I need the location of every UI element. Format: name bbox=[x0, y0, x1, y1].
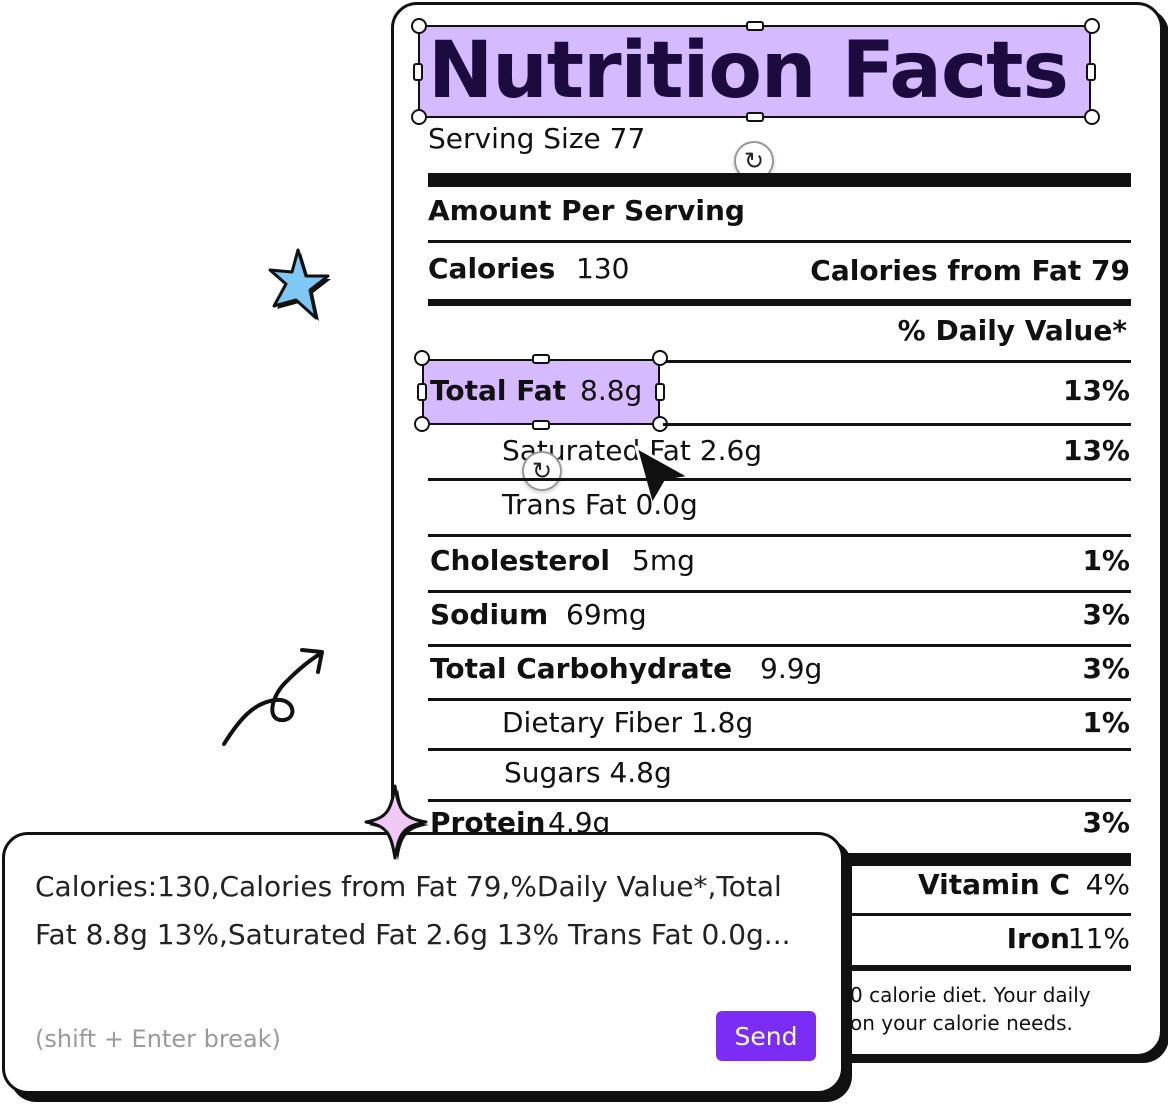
calories-from-fat: Calories from Fat 79 bbox=[810, 254, 1130, 287]
resize-handle[interactable] bbox=[417, 383, 427, 401]
iron-label: Iron bbox=[1006, 922, 1070, 955]
resize-handle[interactable] bbox=[1084, 18, 1100, 34]
resize-handle[interactable] bbox=[1084, 109, 1100, 125]
resize-handle[interactable] bbox=[532, 354, 550, 364]
resize-handle[interactable] bbox=[746, 21, 764, 31]
amount-per-serving: Amount Per Serving bbox=[428, 194, 745, 227]
dietary-fiber-dv: 1% bbox=[1082, 706, 1130, 739]
divider bbox=[428, 748, 1131, 751]
resize-handle[interactable] bbox=[746, 112, 764, 122]
label-title[interactable]: Nutrition Facts bbox=[428, 26, 1069, 116]
protein-dv: 3% bbox=[1082, 806, 1130, 839]
protein-amount: 4.9g bbox=[548, 806, 611, 839]
chat-input-panel[interactable]: Calories:130,Calories from Fat 79,%Daily… bbox=[2, 832, 844, 1094]
resize-handle[interactable] bbox=[1086, 63, 1096, 81]
arrow-cursor-icon bbox=[634, 445, 692, 507]
cholesterol-dv: 1% bbox=[1082, 544, 1130, 577]
divider bbox=[428, 360, 1131, 363]
chat-message-text[interactable]: Calories:130,Calories from Fat 79,%Daily… bbox=[35, 870, 791, 951]
serving-size: Serving Size 77 bbox=[428, 122, 646, 155]
resize-handle[interactable] bbox=[411, 109, 427, 125]
sugars-label: Sugars 4.8g bbox=[504, 756, 672, 789]
divider bbox=[428, 534, 1131, 537]
thick-divider bbox=[428, 173, 1131, 187]
divider bbox=[663, 423, 1131, 426]
curly-arrow-icon bbox=[222, 648, 324, 746]
calories-value: 130 bbox=[576, 252, 630, 285]
footnote-line-2: on your calorie needs. bbox=[850, 1011, 1073, 1035]
total-fat-dv: 13% bbox=[1062, 374, 1130, 407]
chat-hint: (shift + Enter break) bbox=[35, 1025, 281, 1053]
total-carbohydrate-dv: 3% bbox=[1082, 652, 1130, 685]
cholesterol-amount: 5mg bbox=[632, 544, 695, 577]
cholesterol-label: Cholesterol bbox=[430, 544, 610, 577]
send-button[interactable]: Send bbox=[716, 1011, 816, 1061]
sodium-dv: 3% bbox=[1082, 598, 1130, 631]
blue-star-icon bbox=[268, 248, 331, 321]
vitamin-c-dv: 4% bbox=[1085, 868, 1130, 901]
divider bbox=[428, 590, 1131, 593]
vitamin-c-label: Vitamin C bbox=[917, 868, 1070, 901]
divider bbox=[428, 644, 1131, 647]
trans-fat-label: Trans Fat 0.0g bbox=[502, 488, 698, 521]
calories-label: Calories bbox=[428, 252, 556, 285]
dietary-fiber-label: Dietary Fiber 1.8g bbox=[502, 706, 754, 739]
total-carbohydrate-amount: 9.9g bbox=[760, 652, 823, 685]
resize-handle[interactable] bbox=[652, 350, 668, 366]
divider bbox=[428, 478, 1131, 481]
resize-handle[interactable] bbox=[414, 350, 430, 366]
rotate-icon[interactable]: ↻ bbox=[522, 451, 562, 491]
total-fat-label[interactable]: Total Fat bbox=[430, 374, 567, 407]
protein-label: Protein bbox=[430, 806, 546, 839]
total-fat-amount[interactable]: 8.8g bbox=[580, 374, 643, 407]
divider bbox=[428, 799, 1131, 802]
divider bbox=[428, 240, 1131, 243]
footnote-line-1: 0 calorie diet. Your daily bbox=[850, 983, 1091, 1007]
resize-handle[interactable] bbox=[532, 420, 550, 430]
title-selection-box[interactable] bbox=[418, 25, 1091, 118]
medium-divider bbox=[428, 299, 1131, 306]
resize-handle[interactable] bbox=[655, 383, 665, 401]
sodium-label: Sodium bbox=[430, 598, 549, 631]
sparkle-star-icon bbox=[364, 784, 429, 861]
resize-handle[interactable] bbox=[414, 416, 430, 432]
saturated-fat-dv: 13% bbox=[1062, 434, 1130, 467]
iron-dv: 11% bbox=[1067, 922, 1130, 955]
divider bbox=[428, 698, 1131, 701]
resize-handle[interactable] bbox=[413, 63, 423, 81]
sodium-amount: 69mg bbox=[566, 598, 647, 631]
resize-handle[interactable] bbox=[411, 18, 427, 34]
total-carbohydrate-label: Total Carbohydrate bbox=[430, 652, 733, 685]
daily-value-header: % Daily Value* bbox=[897, 314, 1127, 347]
